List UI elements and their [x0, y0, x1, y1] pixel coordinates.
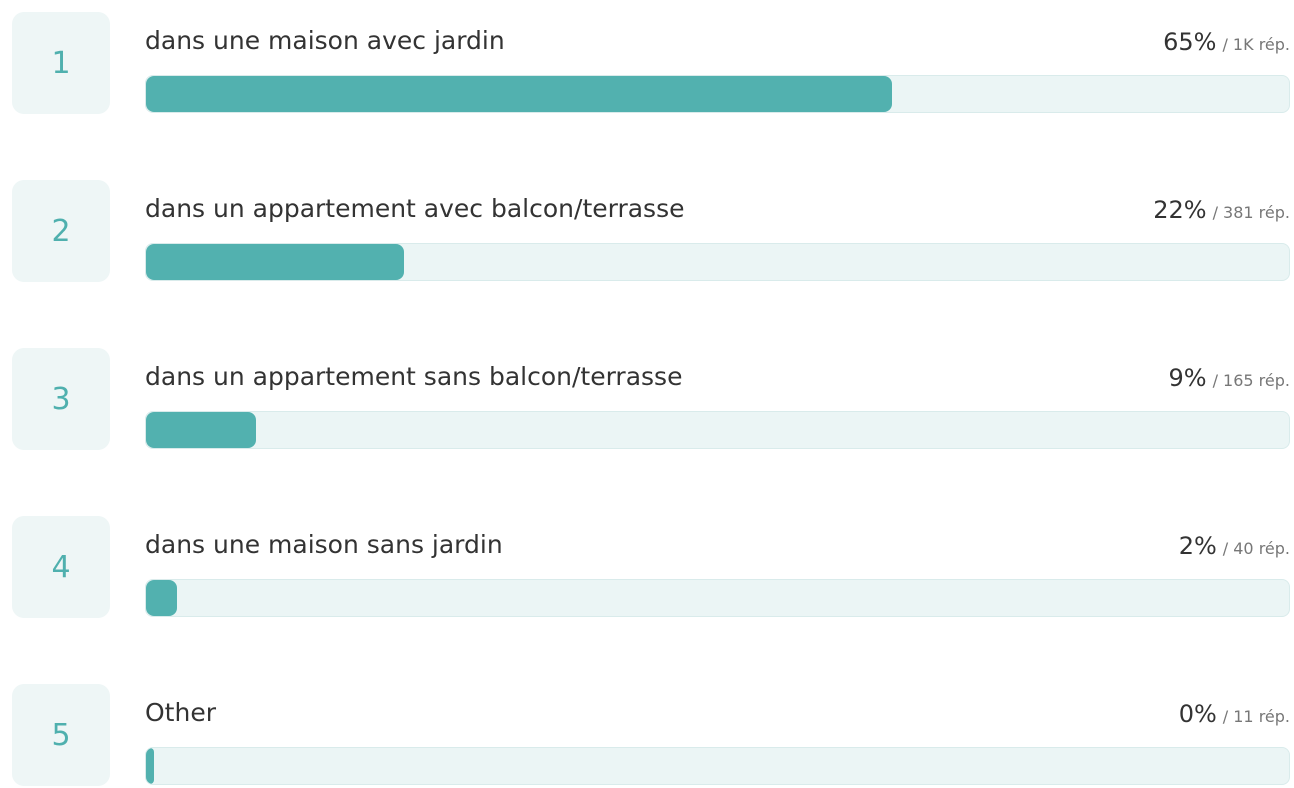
- count-label: / 11 rép.: [1222, 707, 1290, 726]
- count-label: / 40 rép.: [1222, 539, 1290, 558]
- bar: [146, 76, 892, 112]
- result-stats: 9% / 165 rép.: [1169, 364, 1291, 392]
- percent-label: 0%: [1178, 700, 1217, 728]
- bar: [146, 244, 404, 280]
- result-row: 1 dans une maison avec jardin 65% / 1K rép.: [0, 12, 1294, 116]
- bar-track: [145, 747, 1290, 785]
- option-label: dans un appartement sans balcon/terrasse: [145, 362, 683, 391]
- result-stats: 65% / 1K rép.: [1163, 28, 1290, 56]
- bar-track: [145, 243, 1290, 281]
- option-label: dans un appartement avec balcon/terrasse: [145, 194, 685, 223]
- count-label: / 1K rép.: [1222, 35, 1290, 54]
- option-label: Other: [145, 698, 216, 727]
- result-row: 2 dans un appartement avec balcon/terrass…: [0, 180, 1294, 284]
- count-label: / 381 rép.: [1212, 203, 1290, 222]
- result-stats: 0% / 11 rép.: [1179, 700, 1290, 728]
- bar: [146, 748, 154, 784]
- option-label: dans une maison sans jardin: [145, 530, 503, 559]
- percent-label: 22%: [1153, 196, 1207, 224]
- percent-label: 65%: [1163, 28, 1217, 56]
- option-label: dans une maison avec jardin: [145, 26, 505, 55]
- rank-badge: 3: [12, 348, 110, 450]
- percent-label: 9%: [1168, 364, 1207, 392]
- percent-label: 2%: [1178, 532, 1217, 560]
- result-row: 3 dans un appartement sans balcon/terrass…: [0, 348, 1294, 452]
- bar-track: [145, 411, 1290, 449]
- bar: [146, 412, 257, 448]
- result-stats: 22% / 381 rép.: [1153, 196, 1290, 224]
- rank-badge: 4: [12, 516, 110, 618]
- bar: [146, 580, 177, 616]
- result-stats: 2% / 40 rép.: [1179, 532, 1290, 560]
- bar-track: [145, 75, 1290, 113]
- result-row: 4 dans une maison sans jardin 2% / 40 rép.: [0, 516, 1294, 620]
- rank-badge: 1: [12, 12, 110, 114]
- rank-badge: 2: [12, 180, 110, 282]
- result-row: 5 Other 0% / 11 rép.: [0, 684, 1294, 788]
- count-label: / 165 rép.: [1212, 371, 1290, 390]
- bar-track: [145, 579, 1290, 617]
- rank-badge: 5: [12, 684, 110, 786]
